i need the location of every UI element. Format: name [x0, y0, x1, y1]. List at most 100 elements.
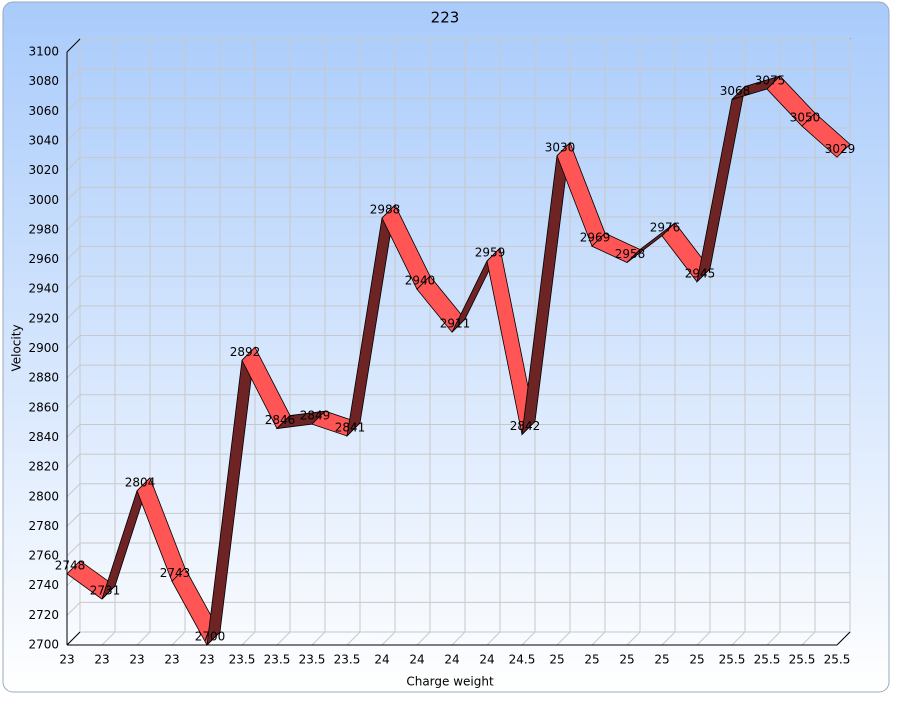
x-tick-label: 25.5 [719, 653, 746, 667]
y-tick-label: 2720 [28, 608, 59, 622]
grid-line [696, 631, 711, 646]
x-tick-label: 24 [409, 653, 424, 667]
grid-line [66, 601, 81, 616]
grid-line [731, 631, 746, 646]
grid-line [66, 216, 81, 231]
grid-line [66, 513, 81, 527]
x-tick-label: 24 [479, 653, 494, 667]
y-tick-label: 3040 [28, 133, 59, 147]
y-tick-label: 2820 [28, 460, 59, 474]
grid-line [346, 631, 361, 646]
grid-line [101, 631, 116, 646]
x-tick-label: 24 [374, 653, 389, 667]
y-tick-label: 2880 [28, 371, 59, 385]
grid-line [661, 631, 676, 646]
grid-line [626, 631, 641, 646]
x-tick-label: 23 [129, 653, 144, 667]
grid-line [66, 453, 81, 468]
y-tick-label: 2800 [28, 489, 59, 503]
grid-line [66, 186, 81, 201]
x-tick-label: 25 [549, 653, 564, 667]
y-tick-label: 2920 [28, 311, 59, 325]
x-tick-label: 25 [654, 653, 669, 667]
y-tick-label: 3000 [28, 193, 59, 207]
data-label: 3068 [720, 84, 751, 98]
y-tick-label: 2900 [28, 341, 59, 355]
axis-edge [836, 631, 851, 646]
data-label: 2700 [195, 630, 226, 644]
grid-line [66, 364, 81, 379]
grid-line [416, 631, 431, 646]
data-label: 2958 [615, 247, 646, 261]
grid-line [66, 394, 81, 409]
data-label: 2841 [335, 420, 366, 434]
grid-line [311, 631, 326, 646]
data-label: 2911 [440, 317, 471, 331]
data-label: 2804 [125, 475, 156, 489]
grid-line [276, 631, 291, 646]
grid-line [66, 97, 81, 112]
grid-line [66, 127, 81, 142]
x-tick-label: 23.5 [334, 653, 361, 667]
y-tick-label: 2960 [28, 252, 59, 266]
y-tick-label: 2940 [28, 282, 59, 296]
grid-line [66, 335, 81, 349]
y-tick-label: 2980 [28, 222, 59, 236]
grid-line [486, 631, 501, 646]
grid-line [66, 157, 81, 171]
data-label: 2988 [370, 203, 401, 217]
grid-line [66, 275, 81, 290]
y-tick-label: 3060 [28, 104, 59, 118]
x-tick-label: 25.5 [789, 653, 816, 667]
data-label: 2846 [265, 413, 296, 427]
x-tick-label: 23 [59, 653, 74, 667]
y-tick-label: 2760 [28, 549, 59, 563]
x-tick-label: 23 [199, 653, 214, 667]
grid-line [66, 246, 81, 260]
data-label: 3050 [790, 111, 821, 125]
grid-line [521, 631, 536, 646]
x-tick-label: 23.5 [299, 653, 326, 667]
x-tick-label: 24 [444, 653, 459, 667]
grid-line [591, 631, 606, 646]
axis-edge [66, 631, 81, 646]
x-tick-label: 24.5 [509, 653, 536, 667]
axis-edge [66, 38, 81, 53]
grid-line [766, 631, 781, 646]
panel [2, 1, 890, 693]
data-label: 3029 [825, 142, 856, 156]
plot: 2700 2720 2740 2760 2780 2800 2820 2840 2860 2880… [28, 38, 856, 667]
y-tick-label: 2780 [28, 519, 59, 533]
data-label: 2969 [580, 231, 611, 245]
y-axis-label: Velocity [10, 324, 24, 371]
x-tick-label: 23.5 [229, 653, 256, 667]
data-label: 2731 [90, 584, 121, 598]
y-tick-label: 3020 [28, 163, 59, 177]
x-tick-label: 23.5 [264, 653, 291, 667]
data-label: 2842 [510, 419, 541, 433]
grid-line [66, 424, 81, 438]
x-tick-label: 25.5 [754, 653, 781, 667]
grid-line [66, 483, 81, 498]
grid-line [556, 631, 571, 646]
data-label: 3075 [755, 74, 786, 88]
x-tick-label: 23 [164, 653, 179, 667]
data-label: 2945 [685, 266, 716, 280]
y-tick-label: 3100 [28, 45, 59, 59]
grid-line [801, 631, 816, 646]
grid-line [381, 631, 396, 646]
x-tick-label: 25.5 [824, 653, 851, 667]
data-label: 2748 [55, 558, 86, 572]
x-tick-label: 25 [689, 653, 704, 667]
x-tick-label: 25 [619, 653, 634, 667]
grid-line [451, 631, 466, 646]
data-label: 2892 [230, 345, 261, 359]
data-label: 3030 [545, 140, 576, 154]
x-tick-label: 25 [584, 653, 599, 667]
data-label: 2976 [650, 220, 681, 234]
grid-line [66, 305, 81, 320]
data-label: 2959 [475, 246, 506, 260]
data-label: 2940 [405, 274, 436, 288]
ribbon-segment [801, 112, 851, 158]
